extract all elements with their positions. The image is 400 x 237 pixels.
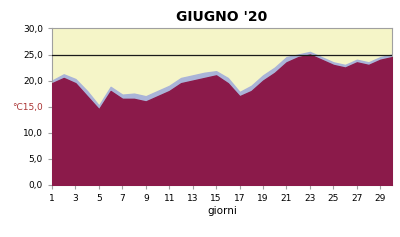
X-axis label: giorni: giorni	[207, 206, 237, 216]
Title: GIUGNO '20: GIUGNO '20	[176, 10, 268, 24]
